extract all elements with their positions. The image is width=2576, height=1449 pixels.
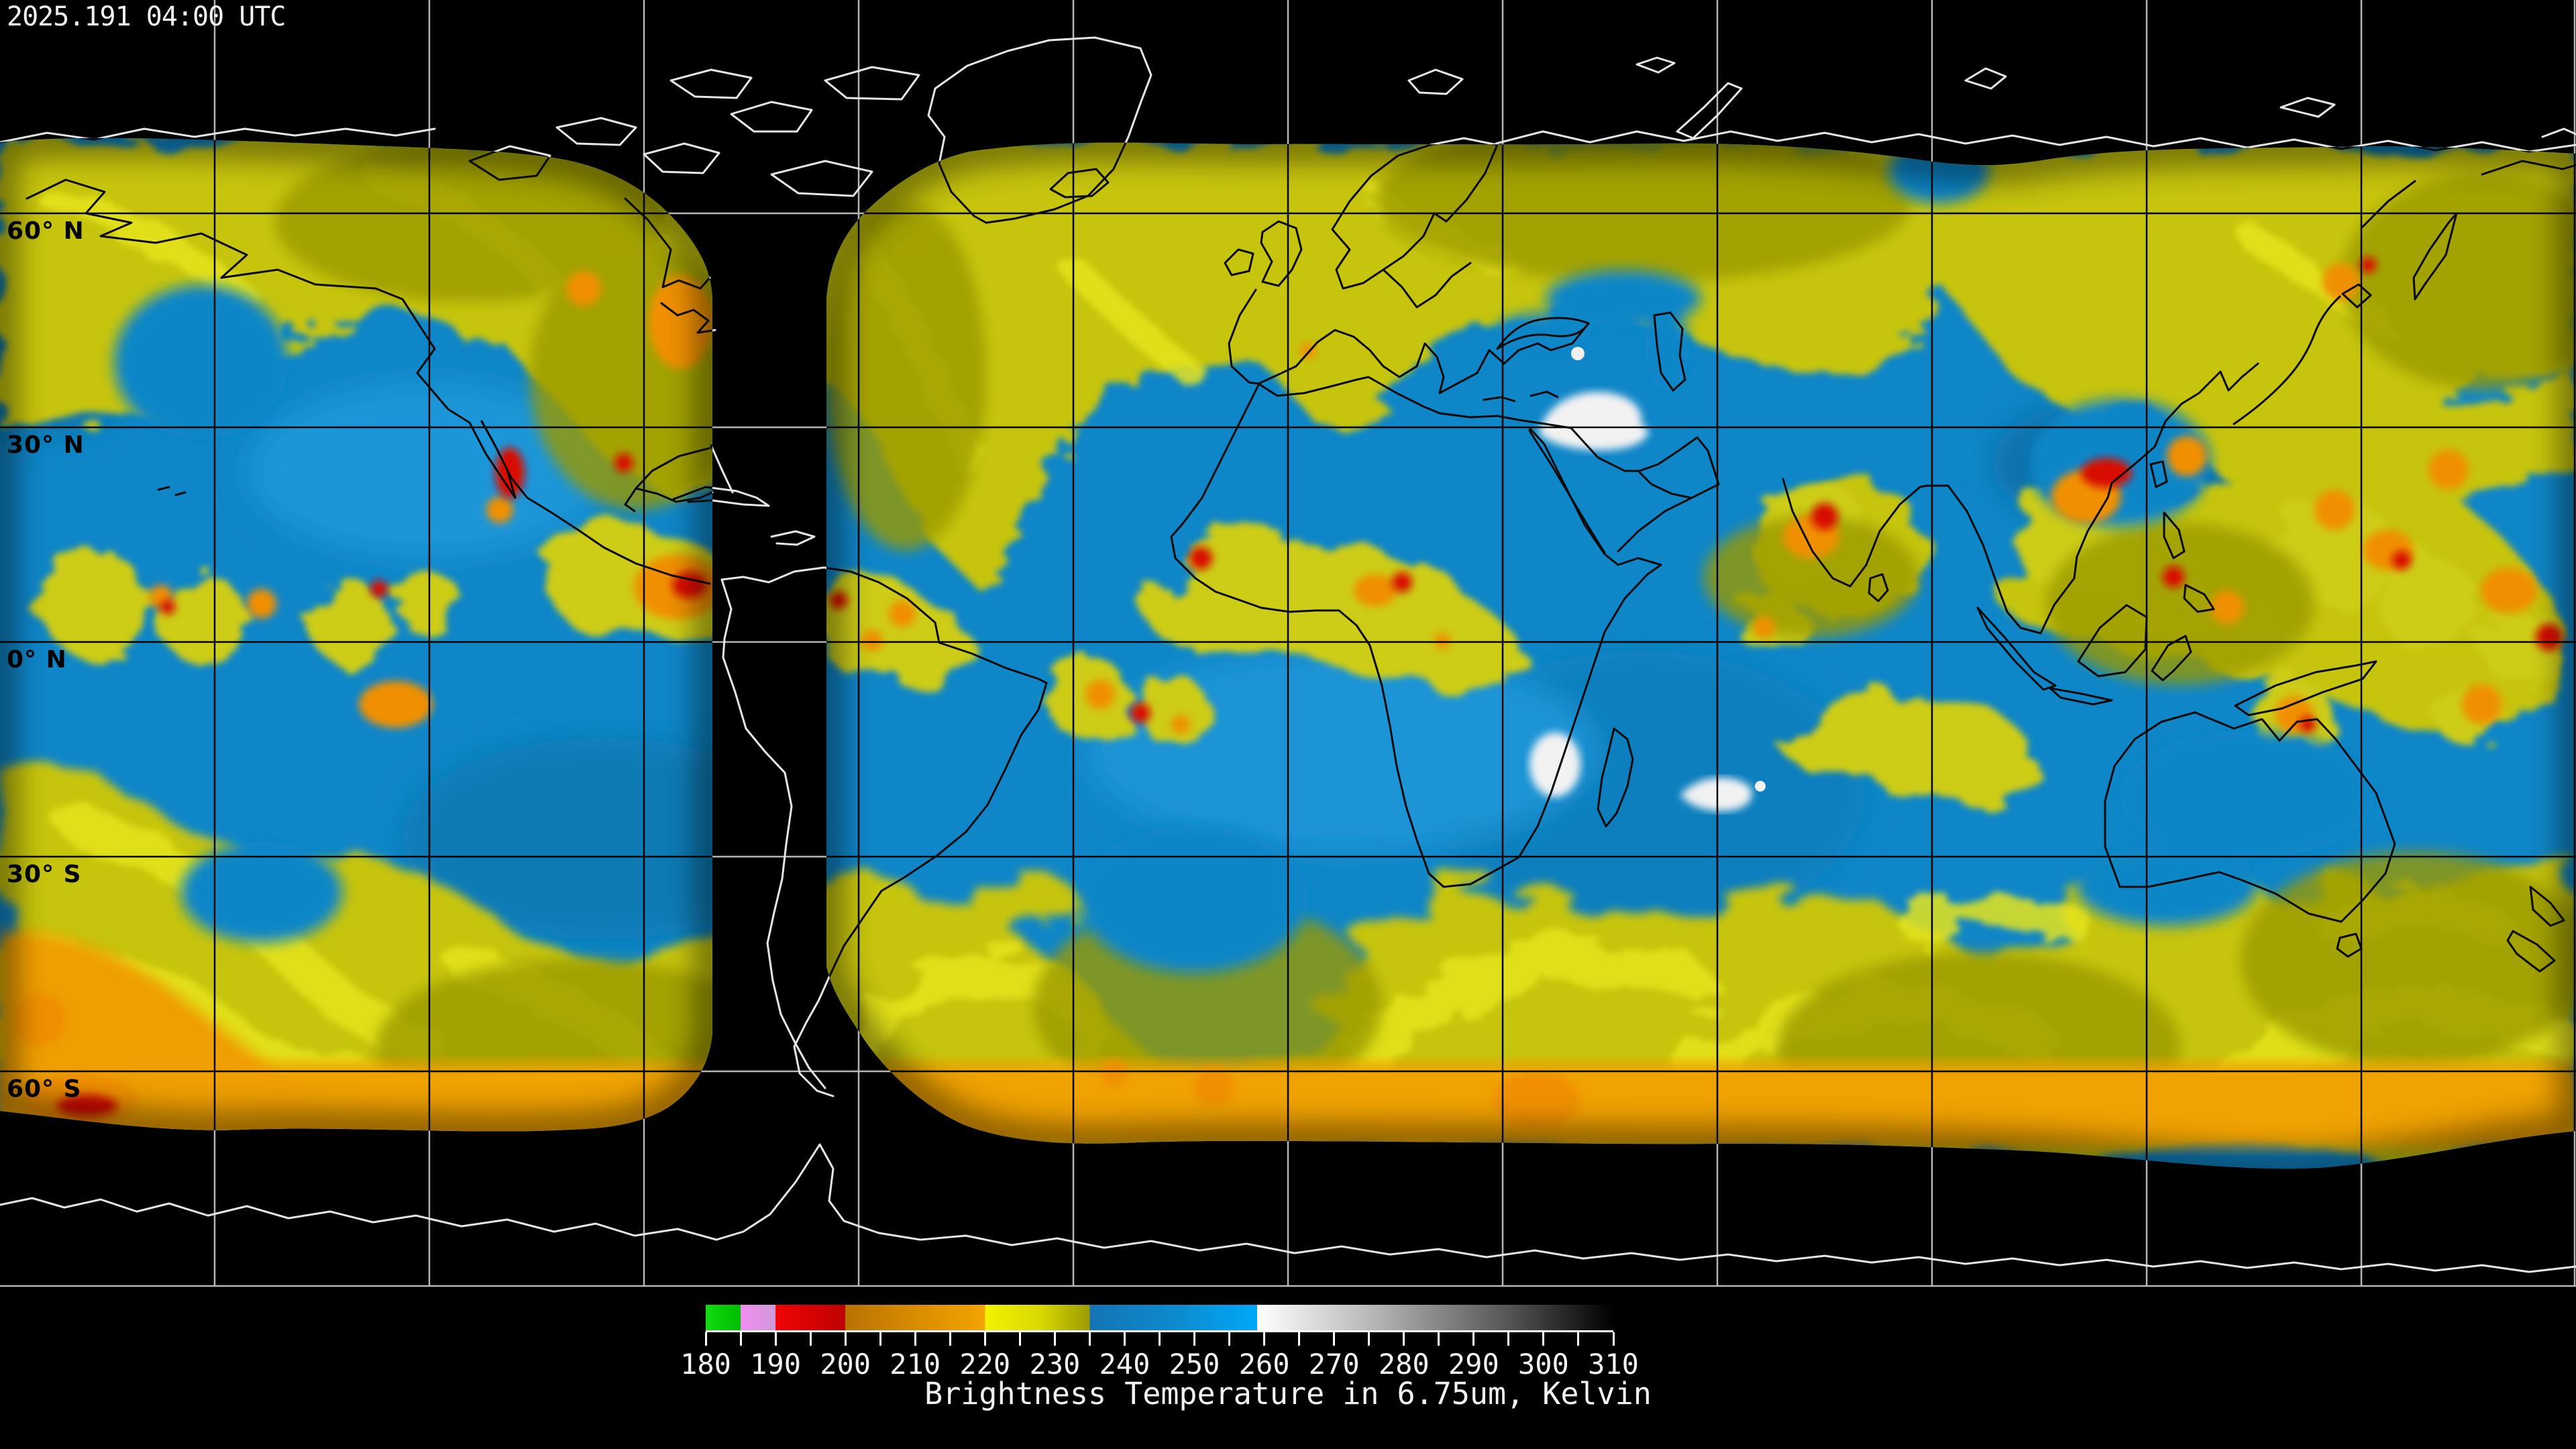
colorbar-tick (1228, 1332, 1231, 1346)
colorbar-tick (1159, 1332, 1161, 1346)
colorbar-tick-label: 260 (1238, 1348, 1290, 1381)
colorbar-tick-label: 240 (1099, 1348, 1150, 1381)
dry-gaps (114, 139, 2375, 973)
colorbar-tick-label: 270 (1308, 1348, 1360, 1381)
colorbar-tick (1053, 1332, 1056, 1346)
colorbar-tick (1438, 1332, 1440, 1346)
colorbar-tick (1088, 1332, 1091, 1346)
colorbar-tick (844, 1332, 847, 1346)
colorbar-tick-label: 220 (959, 1348, 1011, 1381)
colorbar-tick (1263, 1332, 1266, 1346)
colorbar-tick-label: 210 (890, 1348, 941, 1381)
colorbar-tick (914, 1332, 916, 1346)
colorbar-gradient (706, 1305, 1613, 1332)
colorbar-tick-label: 190 (750, 1348, 801, 1381)
colorbar-tick (1333, 1332, 1336, 1346)
colorbar-tick (949, 1332, 951, 1346)
colorbar-tick (879, 1332, 881, 1346)
colorbar-tick-label: 230 (1029, 1348, 1081, 1381)
colorbar-tick (1368, 1332, 1371, 1346)
colorbar-tick (1542, 1332, 1545, 1346)
colorbar-tick (1472, 1332, 1475, 1346)
colorbar-tick-label: 300 (1517, 1348, 1569, 1381)
colorbar-tick-label: 250 (1169, 1348, 1220, 1381)
latitude-label: 30° S (7, 861, 82, 888)
colorbar-tick (1018, 1332, 1021, 1346)
timestamp: 2025.191 04:00 UTC (7, 1, 286, 32)
latitude-label: 0° N (7, 646, 67, 674)
colorbar-tick (809, 1332, 812, 1346)
colorbar-tick (1507, 1332, 1510, 1346)
colorbar-tick (1612, 1332, 1615, 1346)
warm-surface-patches (1529, 347, 1766, 812)
colorbar-tick (1123, 1332, 1126, 1346)
colorbar-tick (1298, 1332, 1301, 1346)
latitude-label: 60° S (7, 1075, 82, 1103)
colorbar-caption: Brightness Temperature in 6.75um, Kelvin (924, 1376, 1652, 1411)
colorbar-tick (983, 1332, 986, 1346)
colorbar-tick (739, 1332, 742, 1346)
colorbar-tick-label: 180 (680, 1348, 731, 1381)
colorbar-tick-label: 290 (1448, 1348, 1499, 1381)
colorbar-tick (1577, 1332, 1580, 1346)
latitude-label: 60° N (7, 217, 85, 245)
colorbar-tick (1193, 1332, 1196, 1346)
colorbar-tick (704, 1332, 707, 1346)
colorbar-tick-label: 310 (1588, 1348, 1639, 1381)
colorbar-tick-label: 280 (1378, 1348, 1430, 1381)
latitude-label: 30° N (7, 431, 85, 459)
colorbar-tick (774, 1332, 777, 1346)
colorbar-tick-label: 200 (820, 1348, 871, 1381)
colorbar: 180 190 200 210 220 230 240 250 260 270 280 290 300 3… (680, 1305, 1639, 1412)
colorbar-tick (1403, 1332, 1405, 1346)
